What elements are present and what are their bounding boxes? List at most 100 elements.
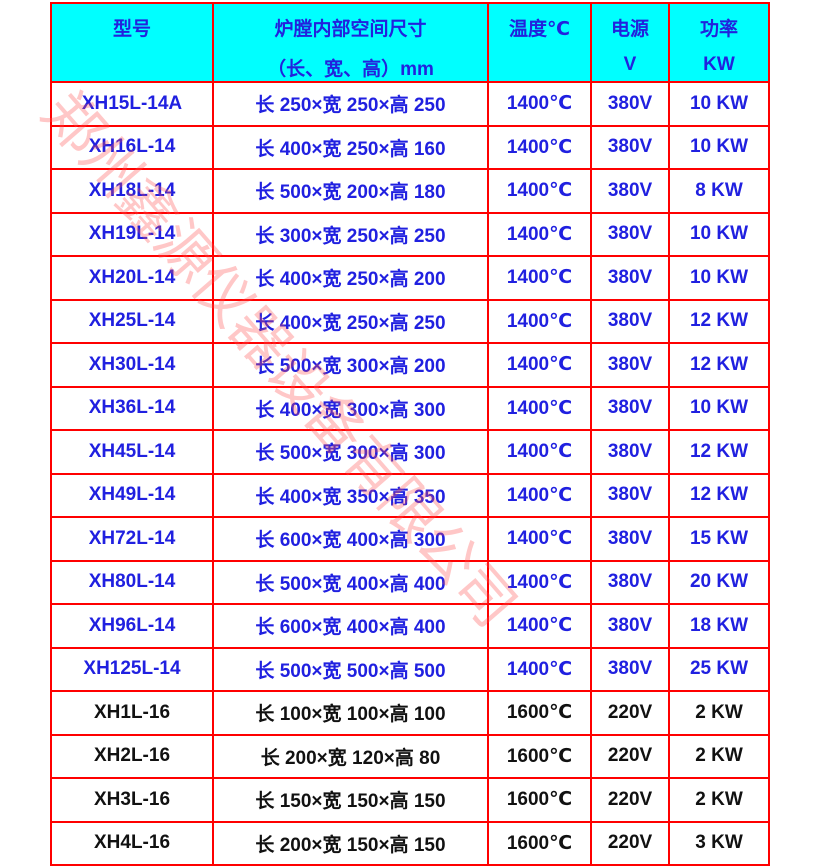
header-sublabel: V: [623, 54, 637, 75]
cell-model: XH16L-14: [50, 124, 214, 170]
cell-temp: 1400℃: [487, 472, 592, 518]
cell-power: 3 KW: [668, 820, 770, 866]
cell-power: 25 KW: [668, 646, 770, 692]
header-label: 型号: [112, 19, 151, 40]
table-row: XH125L-14 长 500×宽 500×高 500 1400℃ 380V 25 KW: [50, 646, 770, 692]
header-model: 型号: [50, 2, 214, 83]
cell-voltage: 380V: [590, 516, 670, 562]
cell-power: 18 KW: [668, 603, 770, 649]
header-label: 温度℃: [508, 19, 570, 40]
cell-temp: 1600℃: [487, 690, 592, 736]
cell-voltage: 220V: [590, 820, 670, 866]
cell-model: XH3L-16: [50, 777, 214, 823]
cell-power: 8 KW: [668, 168, 770, 214]
cell-size: 长 500×宽 300×高 300: [212, 429, 489, 475]
header-label: 炉膛内部空间尺寸: [274, 19, 427, 40]
cell-power: 12 KW: [668, 429, 770, 475]
table-row: XH45L-14 长 500×宽 300×高 300 1400℃ 380V 12 KW: [50, 429, 770, 475]
cell-size: 长 500×宽 300×高 200: [212, 342, 489, 388]
cell-model: XH19L-14: [50, 211, 214, 257]
cell-voltage: 220V: [590, 777, 670, 823]
table-row: XH25L-14 长 400×宽 250×高 250 1400℃ 380V 12 KW: [50, 298, 770, 344]
cell-power: 15 KW: [668, 516, 770, 562]
cell-temp: 1400℃: [487, 342, 592, 388]
cell-size: 长 400×宽 250×高 250: [212, 298, 489, 344]
cell-temp: 1400℃: [487, 646, 592, 692]
cell-temp: 1400℃: [487, 603, 592, 649]
cell-size: 长 500×宽 500×高 500: [212, 646, 489, 692]
cell-temp: 1400℃: [487, 81, 592, 127]
cell-size: 长 200×宽 150×高 150: [212, 820, 489, 866]
table-row: XH3L-16 长 150×宽 150×高 150 1600℃ 220V 2 KW: [50, 777, 770, 823]
cell-power: 10 KW: [668, 385, 770, 431]
table-row: XH30L-14 长 500×宽 300×高 200 1400℃ 380V 12 KW: [50, 342, 770, 388]
cell-model: XH36L-14: [50, 385, 214, 431]
cell-size: 长 400×宽 350×高 350: [212, 472, 489, 518]
cell-model: XH25L-14: [50, 298, 214, 344]
cell-voltage: 380V: [590, 429, 670, 475]
table-row: XH80L-14 长 500×宽 400×高 400 1400℃ 380V 20 KW: [50, 559, 770, 605]
cell-size: 长 400×宽 300×高 300: [212, 385, 489, 431]
header-power: 功率 KW: [668, 2, 770, 83]
cell-power: 12 KW: [668, 298, 770, 344]
cell-model: XH20L-14: [50, 255, 214, 301]
cell-temp: 1400℃: [487, 124, 592, 170]
cell-power: 12 KW: [668, 342, 770, 388]
cell-size: 长 600×宽 400×高 300: [212, 516, 489, 562]
cell-power: 2 KW: [668, 777, 770, 823]
cell-model: XH15L-14A: [50, 81, 214, 127]
cell-voltage: 380V: [590, 81, 670, 127]
cell-size: 长 500×宽 200×高 180: [212, 168, 489, 214]
cell-voltage: 380V: [590, 385, 670, 431]
cell-power: 20 KW: [668, 559, 770, 605]
cell-size: 长 300×宽 250×高 250: [212, 211, 489, 257]
cell-voltage: 380V: [590, 255, 670, 301]
cell-temp: 1600℃: [487, 820, 592, 866]
cell-size: 长 400×宽 250×高 200: [212, 255, 489, 301]
cell-voltage: 380V: [590, 646, 670, 692]
cell-model: XH30L-14: [50, 342, 214, 388]
cell-power: 10 KW: [668, 81, 770, 127]
cell-voltage: 380V: [590, 124, 670, 170]
cell-power: 2 KW: [668, 690, 770, 736]
cell-model: XH96L-14: [50, 603, 214, 649]
table-row: XH19L-14 长 300×宽 250×高 250 1400℃ 380V 10 KW: [50, 211, 770, 257]
cell-temp: 1400℃: [487, 211, 592, 257]
cell-model: XH45L-14: [50, 429, 214, 475]
cell-model: XH4L-16: [50, 820, 214, 866]
cell-temp: 1400℃: [487, 516, 592, 562]
furnace-spec-table: 型号 炉膛内部空间尺寸 （长、宽、高）mm 温度℃ 电源 V 功率 KW XH15L-14A 长…: [50, 2, 770, 866]
header-temp: 温度℃: [487, 2, 592, 83]
cell-temp: 1400℃: [487, 559, 592, 605]
header-row: 型号 炉膛内部空间尺寸 （长、宽、高）mm 温度℃ 电源 V 功率 KW: [50, 2, 770, 83]
table-row: XH16L-14 长 400×宽 250×高 160 1400℃ 380V 10 KW: [50, 124, 770, 170]
cell-power: 10 KW: [668, 255, 770, 301]
cell-size: 长 200×宽 120×高 80: [212, 733, 489, 779]
cell-voltage: 380V: [590, 342, 670, 388]
table-row: XH49L-14 长 400×宽 350×高 350 1400℃ 380V 12 KW: [50, 472, 770, 518]
header-sublabel: KW: [703, 54, 735, 75]
table-row: XH96L-14 长 600×宽 400×高 400 1400℃ 380V 18 KW: [50, 603, 770, 649]
cell-model: XH72L-14: [50, 516, 214, 562]
table-row: XH2L-16 长 200×宽 120×高 80 1600℃ 220V 2 KW: [50, 733, 770, 779]
cell-size: 长 150×宽 150×高 150: [212, 777, 489, 823]
cell-voltage: 220V: [590, 690, 670, 736]
cell-voltage: 380V: [590, 168, 670, 214]
cell-power: 2 KW: [668, 733, 770, 779]
cell-size: 长 400×宽 250×高 160: [212, 124, 489, 170]
table-row: XH4L-16 长 200×宽 150×高 150 1600℃ 220V 3 KW: [50, 820, 770, 866]
cell-temp: 1400℃: [487, 385, 592, 431]
cell-temp: 1400℃: [487, 429, 592, 475]
header-size: 炉膛内部空间尺寸 （长、宽、高）mm: [212, 2, 489, 83]
cell-voltage: 220V: [590, 733, 670, 779]
header-sublabel: （长、宽、高）mm: [267, 59, 434, 80]
cell-temp: 1400℃: [487, 298, 592, 344]
header-voltage: 电源 V: [590, 2, 670, 83]
cell-temp: 1600℃: [487, 777, 592, 823]
cell-voltage: 380V: [590, 298, 670, 344]
cell-voltage: 380V: [590, 211, 670, 257]
cell-model: XH125L-14: [50, 646, 214, 692]
cell-temp: 1400℃: [487, 255, 592, 301]
table-body: XH15L-14A 长 250×宽 250×高 250 1400℃ 380V 10 KW…: [50, 81, 770, 866]
cell-power: 12 KW: [668, 472, 770, 518]
